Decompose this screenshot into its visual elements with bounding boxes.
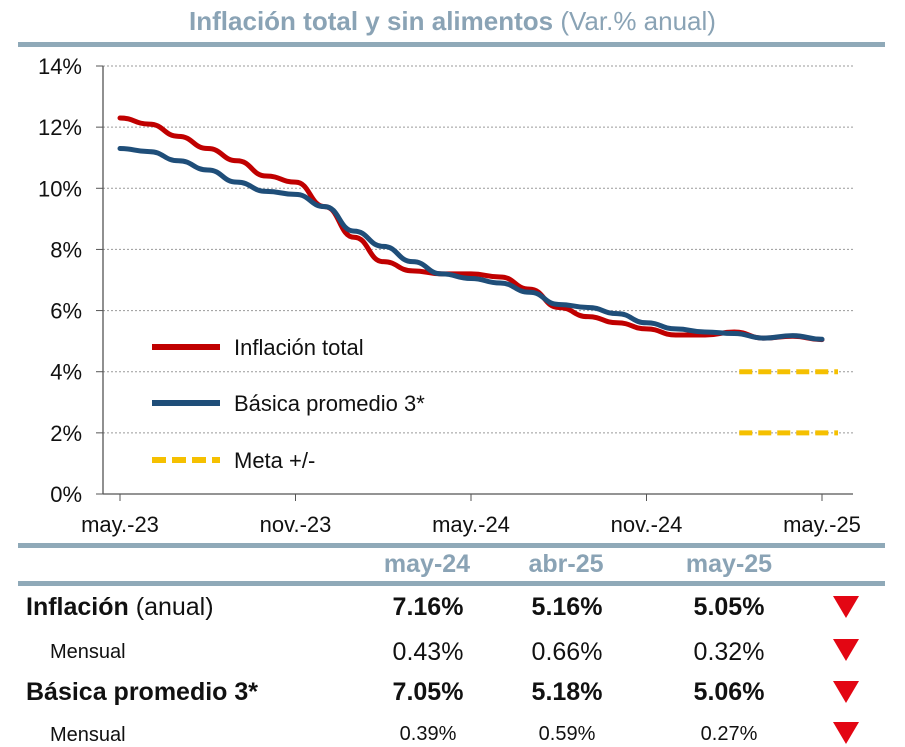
inflation-line-chart: 0% 2% 4% 6% 8% 10% 12% 14% may.-23 nov.-23 may.-24… bbox=[38, 54, 861, 537]
y-tick-label: 14% bbox=[38, 54, 82, 79]
table-cell: 0.66% bbox=[531, 638, 603, 666]
legend-inflacion-total-label: Inflación total bbox=[234, 335, 364, 360]
series-line-basica bbox=[117, 146, 825, 342]
table-cell: 0.39% bbox=[399, 723, 457, 745]
table-cell: 7.05% bbox=[392, 678, 464, 706]
y-tick-label: 4% bbox=[50, 360, 82, 385]
table-cell: 5.05% bbox=[693, 593, 765, 621]
table-cell: 5.16% bbox=[531, 593, 603, 621]
chart-title-main: Inflación total y sin alimentos bbox=[189, 6, 554, 36]
table-cell: 0.43% bbox=[392, 638, 464, 666]
legend-basica-label: Básica promedio 3* bbox=[234, 391, 425, 416]
x-tick-label: may.-25 bbox=[783, 512, 861, 537]
y-tick-label: 10% bbox=[38, 176, 82, 201]
chart-subtitle: (Var.% anual) bbox=[560, 6, 716, 36]
x-tick-label: nov.-24 bbox=[611, 512, 683, 537]
row-label-rest: (anual) bbox=[128, 593, 214, 621]
table-header-may-25: may-25 bbox=[685, 550, 773, 578]
table-header-abr-25: abr-25 bbox=[528, 550, 604, 578]
y-tick-label: 6% bbox=[50, 299, 82, 324]
y-tick-label: 0% bbox=[50, 482, 82, 507]
title-divider bbox=[18, 42, 885, 47]
x-tick-label: nov.-23 bbox=[260, 512, 332, 537]
y-tick-label: 8% bbox=[50, 237, 82, 262]
chart-title: Inflación total y sin alimentos (Var.% a… bbox=[0, 6, 905, 37]
table-cell: 0.27% bbox=[700, 723, 758, 745]
trend-down-icon bbox=[833, 681, 859, 703]
x-tick-label: may.-23 bbox=[81, 512, 159, 537]
table-cell: 0.32% bbox=[693, 638, 765, 666]
table-cell: 7.16% bbox=[392, 593, 464, 621]
trend-down-icon bbox=[833, 722, 859, 744]
table-cell: 5.18% bbox=[531, 678, 603, 706]
table-cell: 0.59% bbox=[538, 723, 596, 745]
x-tick-label: may.-24 bbox=[432, 512, 510, 537]
legend-meta-label: Meta +/- bbox=[234, 448, 315, 473]
y-tick-label: 12% bbox=[38, 115, 82, 140]
table-row-label: Inflación (anual) bbox=[26, 593, 214, 622]
row-label-bold: Inflación bbox=[26, 593, 129, 621]
table-top-divider bbox=[18, 543, 885, 548]
table-row-label: Básica promedio 3* bbox=[26, 678, 258, 707]
y-tick-label: 2% bbox=[50, 421, 82, 446]
trend-down-icon bbox=[833, 639, 859, 661]
series-line-inflacion-total bbox=[117, 115, 825, 343]
row-label-bold: Básica promedio 3* bbox=[26, 678, 259, 706]
table-row-label: Mensual bbox=[50, 641, 126, 663]
table-row-label: Mensual bbox=[50, 724, 126, 746]
table-header-may-24: may-24 bbox=[383, 550, 471, 578]
table-cell: 5.06% bbox=[693, 678, 765, 706]
trend-down-icon bbox=[833, 596, 859, 618]
table-header-divider bbox=[18, 581, 885, 586]
